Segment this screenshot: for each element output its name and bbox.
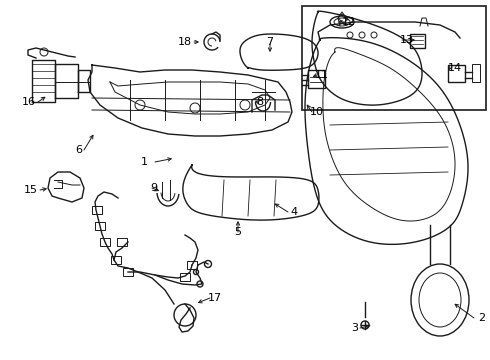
Text: 10: 10 xyxy=(310,107,324,117)
Text: 17: 17 xyxy=(208,293,222,303)
Text: 6: 6 xyxy=(75,145,82,155)
Text: 13: 13 xyxy=(400,35,414,45)
Text: 5: 5 xyxy=(235,227,242,237)
Text: 7: 7 xyxy=(267,37,273,47)
Text: 12: 12 xyxy=(342,17,356,27)
Text: 1: 1 xyxy=(141,157,148,167)
Text: 2: 2 xyxy=(478,313,485,323)
Text: 14: 14 xyxy=(448,63,462,73)
Text: 8: 8 xyxy=(256,97,263,107)
Text: 11: 11 xyxy=(315,70,329,80)
Text: 4: 4 xyxy=(290,207,297,217)
Text: 18: 18 xyxy=(178,37,192,47)
Text: 9: 9 xyxy=(150,183,157,193)
Text: 3: 3 xyxy=(351,323,358,333)
Text: 15: 15 xyxy=(24,185,38,195)
Text: 16: 16 xyxy=(22,97,36,107)
